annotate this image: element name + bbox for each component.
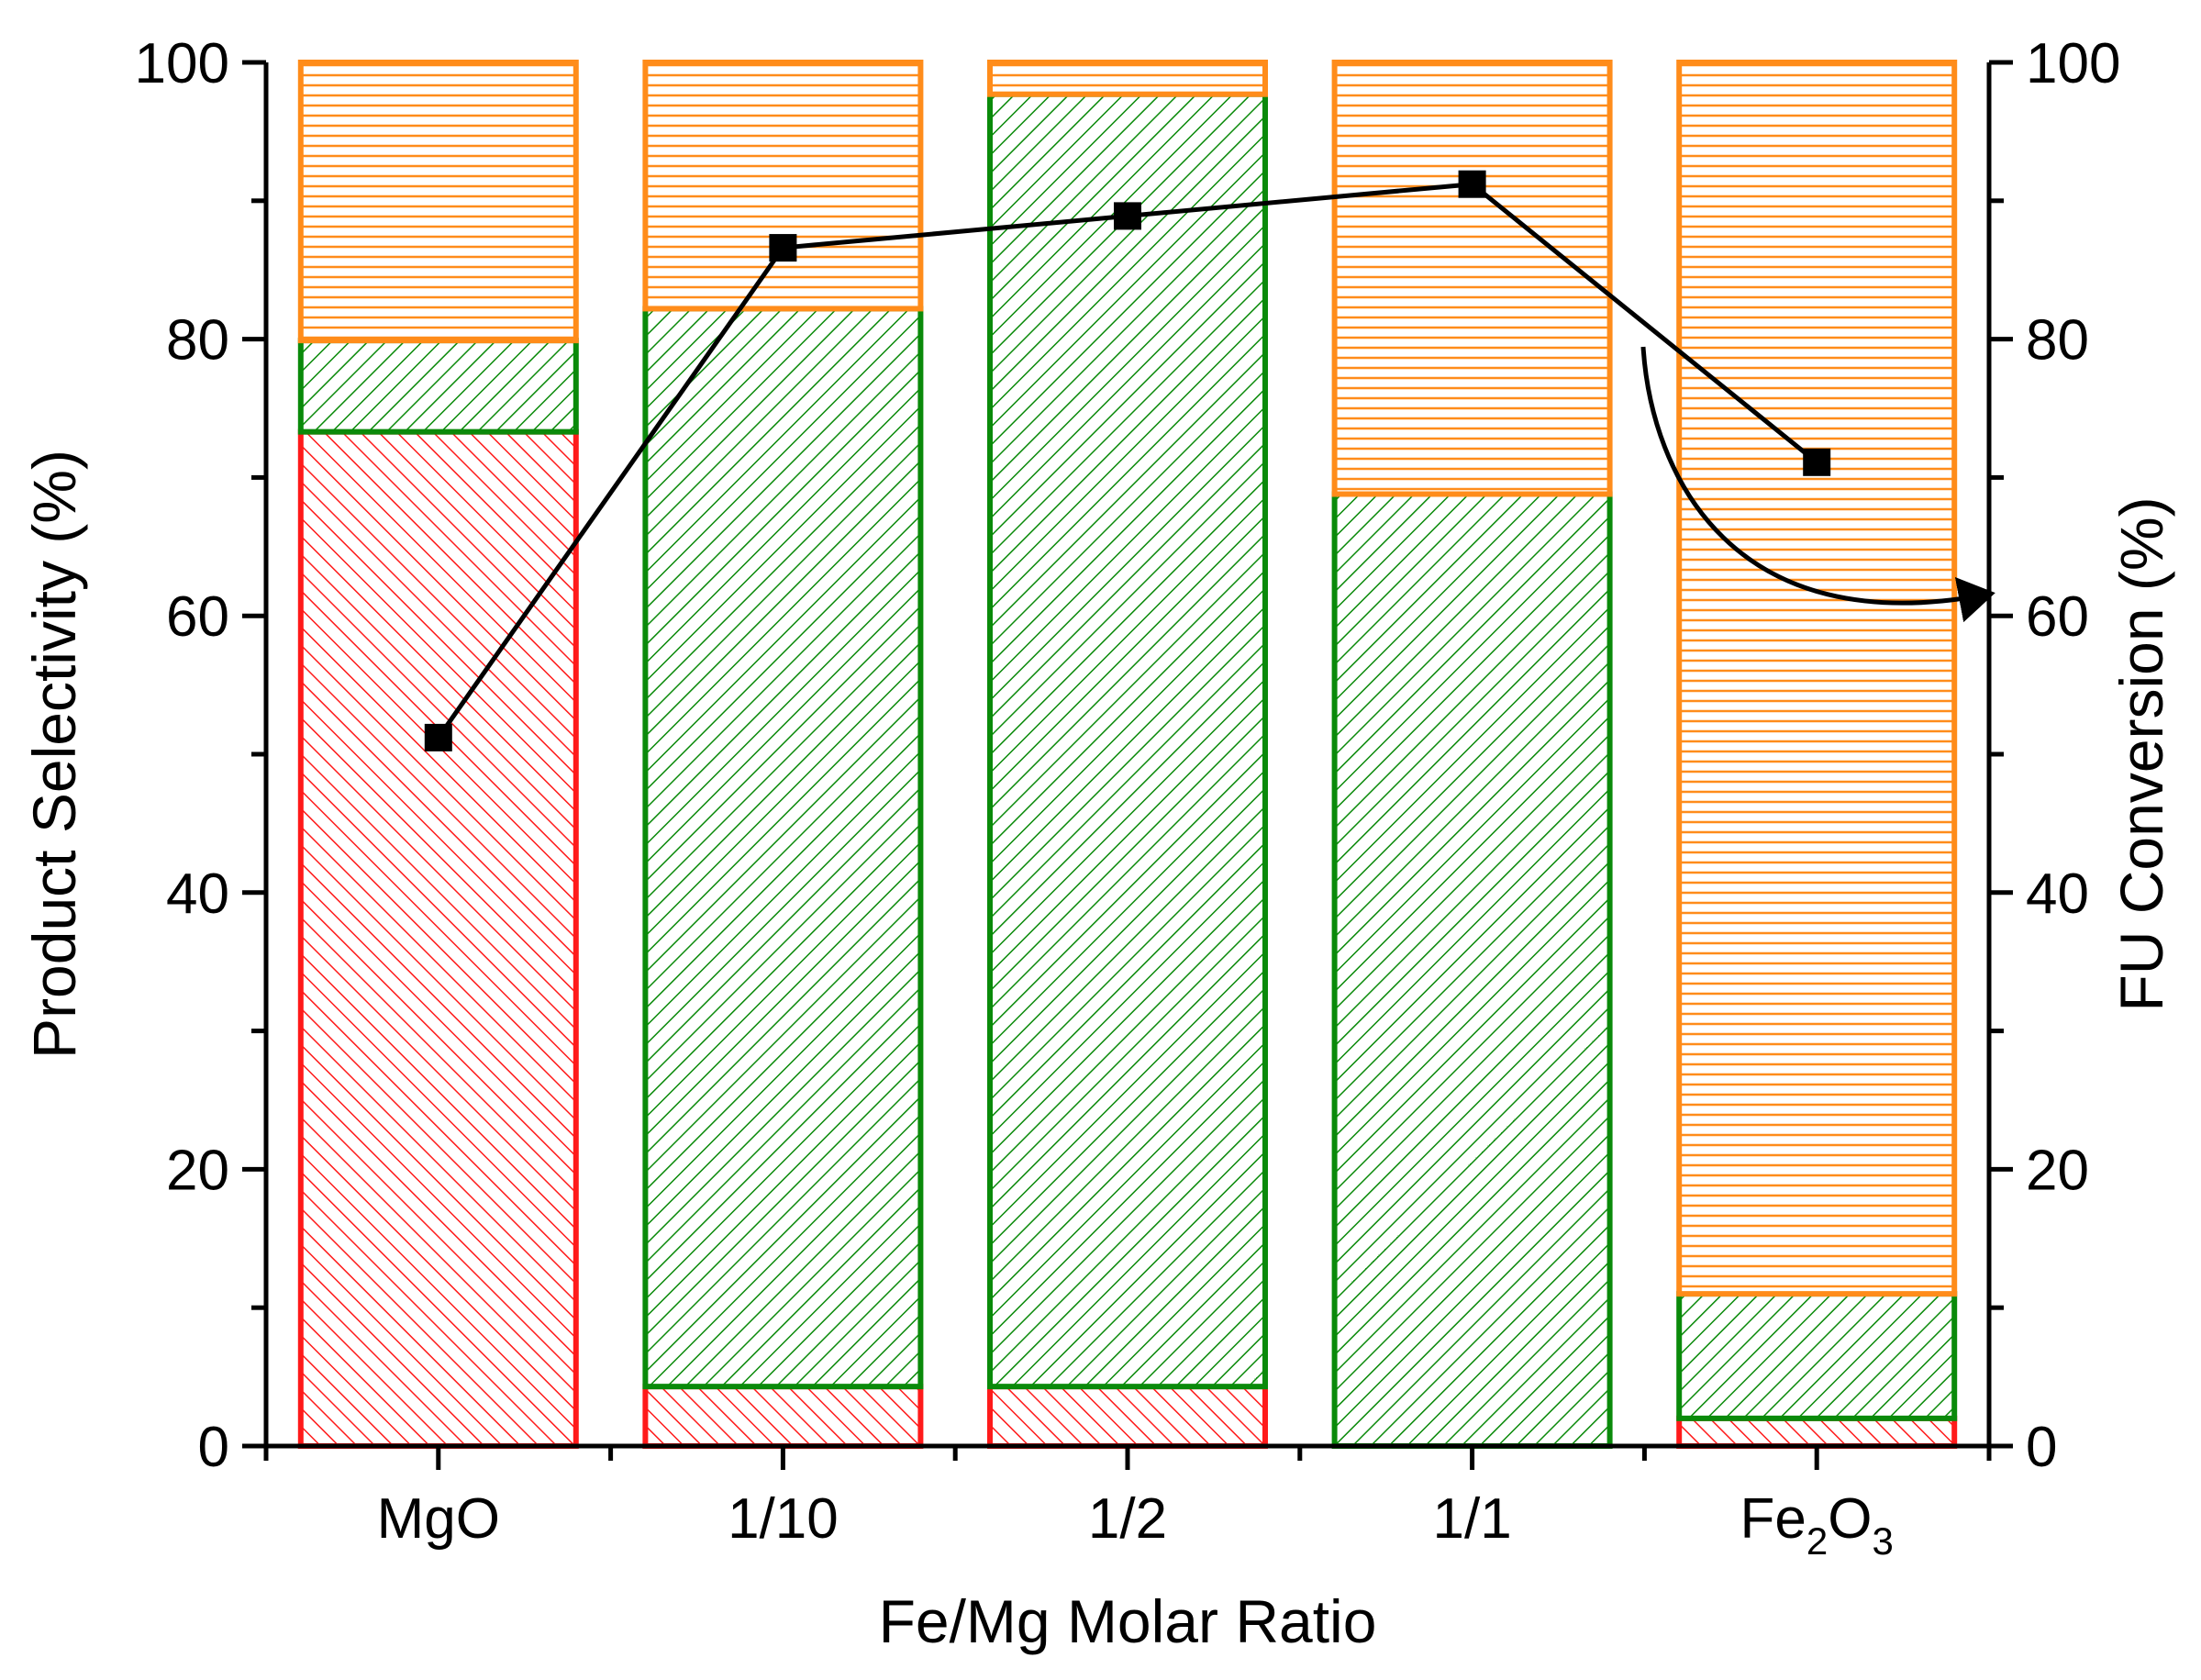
conversion-line-group xyxy=(424,170,1831,751)
conversion-marker-4 xyxy=(1803,448,1831,476)
bar-red-segment-1 xyxy=(642,1384,924,1450)
conversion-marker-1 xyxy=(769,234,797,262)
left-tick-label-20: 20 xyxy=(166,1139,229,1202)
right-tick-label-20: 20 xyxy=(2026,1139,2089,1202)
x-label-part: 3 xyxy=(1872,1519,1893,1563)
left-axis-title: Product Selectivity (%) xyxy=(20,450,88,1059)
x-label-3: 1/1 xyxy=(1432,1487,1511,1551)
right-tick-label-40: 40 xyxy=(2026,862,2089,926)
x-label-1: 1/10 xyxy=(728,1487,839,1551)
x-axis-title: Fe/Mg Molar Ratio xyxy=(879,1587,1377,1655)
axes-group xyxy=(242,60,2013,1470)
right-tick-label-100: 100 xyxy=(2026,32,2120,95)
bars-group xyxy=(297,60,1958,1450)
bar-orange-segment-0 xyxy=(297,60,579,344)
bar-red-segment-0 xyxy=(297,428,579,1449)
left-tick-label-80: 80 xyxy=(166,309,229,373)
bar-orange-segment-1 xyxy=(642,60,924,312)
x-label-2: 1/2 xyxy=(1088,1487,1167,1551)
right-tick-label-80: 80 xyxy=(2026,309,2089,373)
bar-green-segment-0 xyxy=(297,338,579,435)
bar-orange-segment-2 xyxy=(987,60,1268,97)
conversion-marker-2 xyxy=(1114,202,1141,230)
right-tick-label-0: 0 xyxy=(2026,1416,2057,1479)
bar-green-segment-2 xyxy=(987,91,1268,1390)
x-label-part: Fe xyxy=(1740,1487,1806,1551)
bar-orange-segment-4 xyxy=(1676,60,1958,1297)
labels-group: 0 20 40 60 80 100 0 20 40 60 80 100 MgO 1/10 1/2 1/1 Fe2… xyxy=(20,32,2175,1655)
bar-orange-segment-3 xyxy=(1331,60,1613,497)
bar-green-segment-1 xyxy=(642,306,924,1390)
left-tick-label-40: 40 xyxy=(166,862,229,926)
bar-red-segment-4 xyxy=(1676,1415,1958,1449)
conversion-marker-3 xyxy=(1458,170,1486,198)
left-tick-label-60: 60 xyxy=(166,585,229,649)
conversion-marker-0 xyxy=(424,723,452,751)
left-tick-label-0: 0 xyxy=(198,1416,229,1479)
bar-green-segment-3 xyxy=(1331,491,1613,1449)
curved-arrow-annotation xyxy=(1640,346,1995,623)
left-tick-label-100: 100 xyxy=(135,32,229,95)
right-tick-label-60: 60 xyxy=(2026,585,2089,649)
x-label-part: 2 xyxy=(1806,1519,1828,1563)
x-label-4: Fe2O3 xyxy=(1740,1487,1894,1563)
bar-red-segment-2 xyxy=(987,1384,1268,1450)
x-label-part: O xyxy=(1828,1487,1872,1551)
right-axis-title: FU Conversion (%) xyxy=(2107,496,2175,1011)
bar-green-segment-4 xyxy=(1676,1291,1958,1421)
x-label-0: MgO xyxy=(377,1487,500,1551)
